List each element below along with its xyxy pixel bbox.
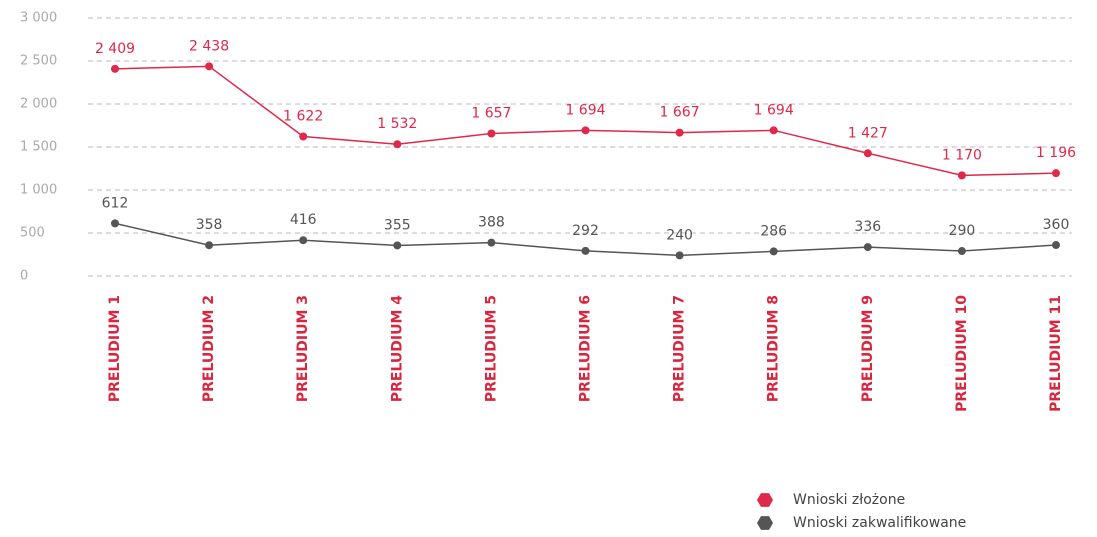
- data-label: 1 694: [754, 102, 794, 118]
- point: [111, 64, 119, 73]
- data-label: 416: [290, 212, 317, 228]
- point: [957, 247, 966, 256]
- point: [205, 62, 214, 71]
- point: [769, 247, 778, 256]
- data-label: 1 657: [471, 105, 511, 121]
- point: [393, 140, 402, 149]
- data-label: 240: [666, 227, 693, 243]
- point: [299, 236, 308, 245]
- data-label: 1 427: [848, 125, 888, 141]
- data-label: 612: [102, 195, 129, 211]
- data-label: 1 667: [660, 105, 700, 121]
- point: [863, 243, 872, 252]
- y-tick-label: 2 000: [20, 97, 57, 112]
- point: [487, 129, 496, 138]
- legend-label: Wnioski zakwalifikowane: [793, 515, 966, 531]
- data-label: 355: [384, 217, 411, 233]
- point: [1052, 169, 1060, 178]
- x-tick-label: PRELUDIUM 2: [201, 295, 217, 402]
- point: [487, 238, 496, 247]
- point: [205, 241, 214, 250]
- point: [393, 241, 402, 250]
- point: [1052, 241, 1060, 250]
- point: [581, 246, 590, 255]
- point: [957, 171, 966, 180]
- y-tick-label: 3 000: [20, 11, 57, 26]
- x-tick-label: PRELUDIUM 7: [672, 295, 688, 402]
- legend-label: Wnioski złożone: [793, 492, 905, 508]
- data-label: 358: [196, 217, 223, 233]
- point: [581, 126, 590, 135]
- data-label: 1 196: [1036, 145, 1076, 161]
- legend-marker: [757, 516, 773, 530]
- x-tick-label: PRELUDIUM 8: [766, 295, 782, 402]
- x-tick-label: PRELUDIUM 11: [1048, 295, 1064, 412]
- y-tick-label: 2 500: [20, 54, 57, 69]
- data-label: 2 409: [95, 41, 135, 57]
- point: [111, 219, 119, 228]
- series-line: [114, 65, 1057, 177]
- data-label: 360: [1043, 217, 1070, 233]
- x-tick-label: PRELUDIUM 6: [578, 295, 594, 402]
- x-tick-label: PRELUDIUM 3: [295, 295, 311, 402]
- y-tick-label: 1 500: [20, 140, 57, 155]
- x-tick-label: PRELUDIUM 9: [860, 295, 876, 402]
- y-tick-label: 0: [20, 269, 28, 284]
- x-tick-label: PRELUDIUM 10: [954, 295, 970, 412]
- y-tick-label: 500: [20, 226, 45, 241]
- data-label: 1 622: [283, 109, 323, 125]
- point: [675, 251, 684, 260]
- y-tick-label: 1 000: [20, 183, 57, 198]
- legend-marker: [757, 493, 773, 507]
- point: [863, 149, 872, 158]
- data-label: 1 532: [377, 116, 417, 132]
- x-tick-label: PRELUDIUM 1: [107, 295, 123, 402]
- x-tick-label: PRELUDIUM 4: [389, 295, 405, 402]
- data-label: 286: [760, 223, 787, 239]
- data-label: 1 170: [942, 147, 982, 163]
- data-label: 292: [572, 223, 599, 239]
- data-label: 336: [854, 219, 881, 235]
- data-label: 2 438: [189, 38, 229, 54]
- x-tick-label: PRELUDIUM 5: [483, 295, 499, 402]
- data-label: 388: [478, 215, 505, 231]
- point: [675, 128, 684, 137]
- point: [299, 132, 308, 141]
- data-label: 290: [949, 223, 976, 239]
- data-label: 1 694: [565, 102, 605, 118]
- point: [769, 126, 778, 135]
